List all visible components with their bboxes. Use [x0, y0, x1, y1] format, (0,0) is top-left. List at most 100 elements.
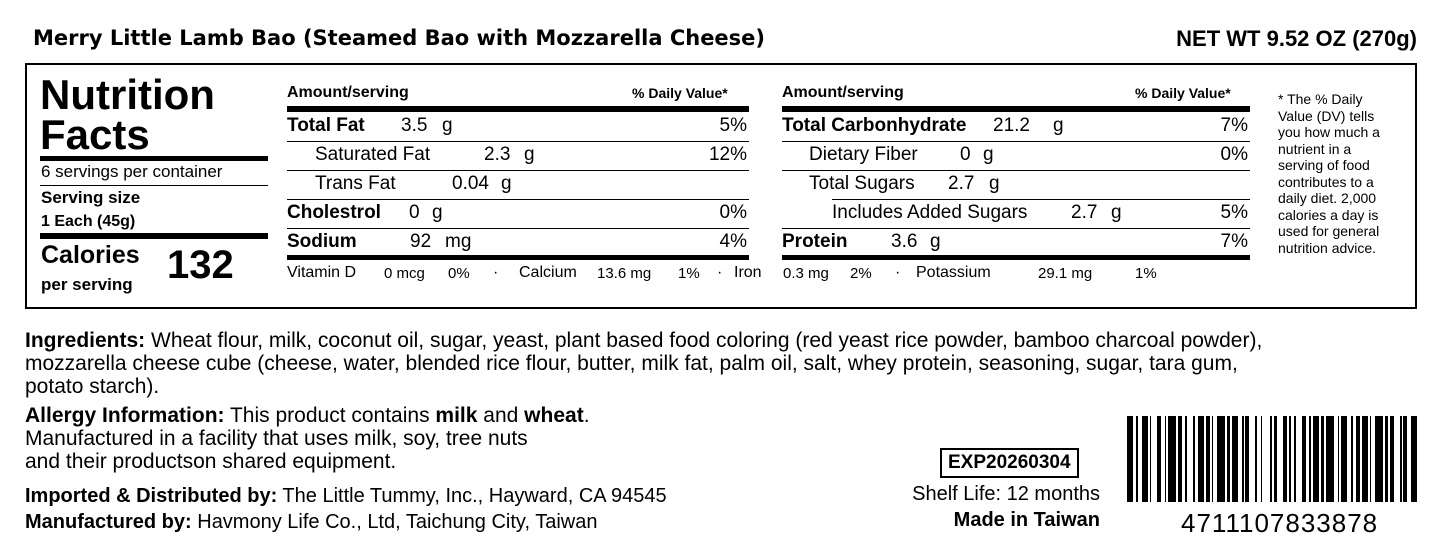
barcode-icon: [1127, 416, 1419, 502]
barcode-number: 4711107833878: [1181, 508, 1379, 538]
vitamin-d-dv: 0%: [448, 265, 470, 282]
net-weight: NET WT 9.52 OZ (270g): [1176, 26, 1417, 51]
nutrient-amount: 2.7: [1071, 202, 1098, 223]
left-dv-header: % Daily Value*: [632, 85, 728, 101]
row-divider: [782, 228, 1250, 229]
shelf-life: Shelf Life: 12 months: [912, 483, 1100, 505]
potassium-label: Potassium: [916, 264, 991, 281]
manufacturer-label: Manufactured by:: [25, 511, 192, 533]
calcium-label: Calcium: [519, 264, 577, 281]
left-bottom-rule: [287, 255, 749, 260]
footnote-line: contributes to a: [1278, 173, 1374, 190]
serving-size-label: Serving size: [41, 188, 141, 207]
nutrient-name: Trans Fat: [315, 173, 396, 194]
nutrient-name: Cholestrol: [287, 202, 381, 223]
manufacturer-line: Manufactured by: Havmony Life Co., Ltd, …: [25, 511, 597, 534]
nutrient-unit: g: [432, 202, 443, 223]
footnote-line: Value (DV) tells: [1278, 107, 1375, 124]
right-bottom-rule: [782, 255, 1250, 260]
footnote-line: you how much a: [1278, 124, 1380, 140]
left-header-rule: [287, 106, 749, 112]
footnote-line: nutrient in a: [1278, 140, 1352, 157]
made-in-origin: Made in Taiwan: [953, 509, 1100, 531]
right-header-rule: [782, 106, 1250, 112]
allergy-block: Allergy Information: This product contai…: [25, 404, 825, 473]
row-divider: [782, 141, 1250, 142]
nutrient-dv: 7%: [1220, 115, 1248, 136]
separator-dot: ·: [493, 264, 499, 281]
nutrient-dv: 7%: [1220, 231, 1248, 252]
calories-label: Calories: [41, 241, 140, 269]
footnote-line: * The % Daily: [1278, 91, 1363, 107]
footnote-line: serving of food: [1278, 157, 1370, 173]
nutrient-name: Dietary Fiber: [809, 144, 918, 165]
servings-per-container: 6 servings per container: [41, 162, 223, 181]
nutrition-facts-heading-line1: Nutrition: [40, 71, 215, 118]
nutrition-facts-panel: Nutrition Facts 6 servings per container…: [25, 63, 1417, 309]
nutrient-dv: 0%: [1220, 144, 1248, 165]
importer-label: Imported & Distributed by:: [25, 485, 278, 507]
servings-divider: [40, 185, 268, 186]
allergy-text: and: [477, 404, 525, 427]
right-amount-header: Amount/serving: [782, 84, 904, 101]
row-divider: [287, 141, 749, 142]
nutrient-name: Includes Added Sugars: [832, 202, 1028, 223]
expiry-date-box: EXP20260304: [940, 448, 1079, 478]
nutrient-unit: mg: [445, 231, 472, 252]
row-divider: [287, 199, 749, 200]
allergen-milk: milk: [435, 404, 478, 427]
product-title: Merry Little Lamb Bao (Steamed Bao with …: [33, 26, 766, 50]
ingredients-label: Ingredients:: [25, 329, 146, 352]
allergy-text: This product contains: [224, 404, 436, 427]
nutrient-name: Protein: [782, 231, 848, 252]
importer-line: Imported & Distributed by: The Little Tu…: [25, 485, 667, 508]
nutrient-unit: g: [442, 115, 453, 136]
vitamin-d-amount: 0 mcg: [384, 265, 425, 282]
calcium-dv: 1%: [678, 265, 700, 282]
nutrient-dv: 5%: [1220, 202, 1248, 223]
footnote-line: daily diet. 2,000: [1278, 190, 1377, 206]
nutrient-amount: 2.3: [484, 144, 511, 165]
nutrient-amount: 0: [960, 144, 971, 165]
nutrient-unit: g: [989, 173, 1000, 194]
potassium-dv: 1%: [1135, 265, 1157, 282]
nutrient-amount: 21.2: [993, 115, 1030, 136]
nutrient-amount: 3.6: [891, 231, 918, 252]
footnote-line: calories a day is: [1278, 206, 1379, 223]
nutrient-unit: g: [501, 173, 512, 194]
serving-size-value: 1 Each (45g): [41, 213, 136, 230]
nutrient-dv: 5%: [719, 115, 747, 136]
per-serving-label: per serving: [41, 275, 133, 294]
nutrient-dv: 4%: [719, 231, 747, 252]
iron-dv: 2%: [850, 265, 872, 282]
nutrient-amount: 2.7: [948, 173, 975, 194]
separator-dot: ·: [717, 264, 723, 281]
heading-rule: [40, 156, 268, 161]
nutrient-name: Total Carbonhydrate: [782, 115, 967, 136]
nutrient-unit: g: [930, 231, 941, 252]
ingredients-text: Wheat flour, milk, coconut oil, sugar, y…: [145, 329, 1263, 352]
importer-value: The Little Tummy, Inc., Hayward, CA 9454…: [277, 485, 667, 507]
nutrient-name: Total Sugars: [809, 173, 915, 194]
nutrient-dv: 0%: [719, 202, 747, 223]
left-amount-header: Amount/serving: [287, 84, 409, 101]
nutrition-facts-heading-line2: Facts: [40, 111, 150, 158]
nutrient-amount: 0: [409, 202, 420, 223]
row-divider: [832, 199, 1250, 200]
footnote-line: nutrition advice.: [1278, 239, 1377, 256]
daily-value-footnote: * The % Daily Value (DV) tells you how m…: [1278, 91, 1380, 256]
nutrient-amount: 3.5: [401, 115, 428, 136]
nutrient-unit: g: [524, 144, 535, 165]
row-divider: [287, 170, 749, 171]
iron-amount: 0.3 mg: [783, 265, 829, 282]
facility-notice: and their productson shared equipment.: [25, 450, 397, 473]
manufacturer-value: Havmony Life Co., Ltd, Taichung City, Ta…: [191, 511, 598, 533]
nutrient-unit: g: [1053, 115, 1064, 136]
nutrient-unit: g: [1111, 202, 1122, 223]
serving-rule: [40, 233, 268, 239]
row-divider: [782, 170, 1250, 171]
ingredients-block: Ingredients: Wheat flour, milk, coconut …: [25, 329, 1425, 398]
footnote-line: used for general: [1278, 223, 1380, 239]
nutrient-name: Sodium: [287, 231, 357, 252]
nutrient-name: Saturated Fat: [315, 144, 431, 165]
